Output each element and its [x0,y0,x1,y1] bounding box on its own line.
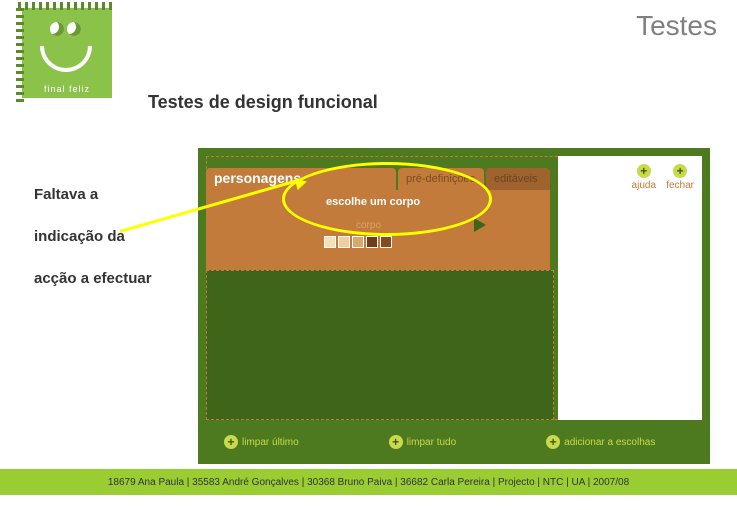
action-bar: + limpar último + limpar tudo + adicionar a… [206,428,702,456]
help-button[interactable]: + ajuda [632,164,656,191]
action-add[interactable]: + adicionar a escolhas [546,435,655,449]
close-label: fechar [666,180,694,191]
logo-stitch [18,2,116,10]
swatch[interactable] [352,236,364,248]
swatch[interactable] [380,236,392,248]
tab-editaveis[interactable]: editáveis [486,168,550,190]
swatch[interactable] [338,236,350,248]
plus-icon: + [546,435,560,449]
action-label: adicionar a escolhas [564,437,655,448]
close-button[interactable]: + fechar [666,164,694,191]
canvas-area [206,270,554,420]
play-icon[interactable] [474,218,486,232]
logo-eyes-icon [50,22,84,41]
action-label: limpar tudo [407,437,456,448]
logo-smile-icon [40,46,92,72]
page-subtitle: Testes de design funcional [148,92,378,113]
color-swatches [324,236,392,248]
footer-bar: 18679 Ana Paula | 35583 André Gonçalves … [0,469,737,495]
swatch[interactable] [366,236,378,248]
plus-icon: + [673,164,687,178]
help-label: ajuda [632,180,656,191]
caption-line: Faltava a [34,186,98,203]
action-label: limpar último [242,437,299,448]
plus-icon: + [389,435,403,449]
footer-text: 18679 Ana Paula | 35583 André Gonçalves … [108,477,629,488]
plus-icon: + [224,435,238,449]
page-title: Testes [636,10,717,42]
caption-line: acção a efectuar [34,270,152,287]
caption-line: indicação da [34,228,125,245]
plus-icon: + [637,164,651,178]
action-undo[interactable]: + limpar último [224,435,299,449]
preview-area: + ajuda + fechar [558,156,702,420]
logo: final feliz [22,8,112,98]
annotation-ellipse [282,162,492,236]
logo-text: final feliz [22,84,112,94]
swatch[interactable] [324,236,336,248]
action-clear[interactable]: + limpar tudo [389,435,456,449]
